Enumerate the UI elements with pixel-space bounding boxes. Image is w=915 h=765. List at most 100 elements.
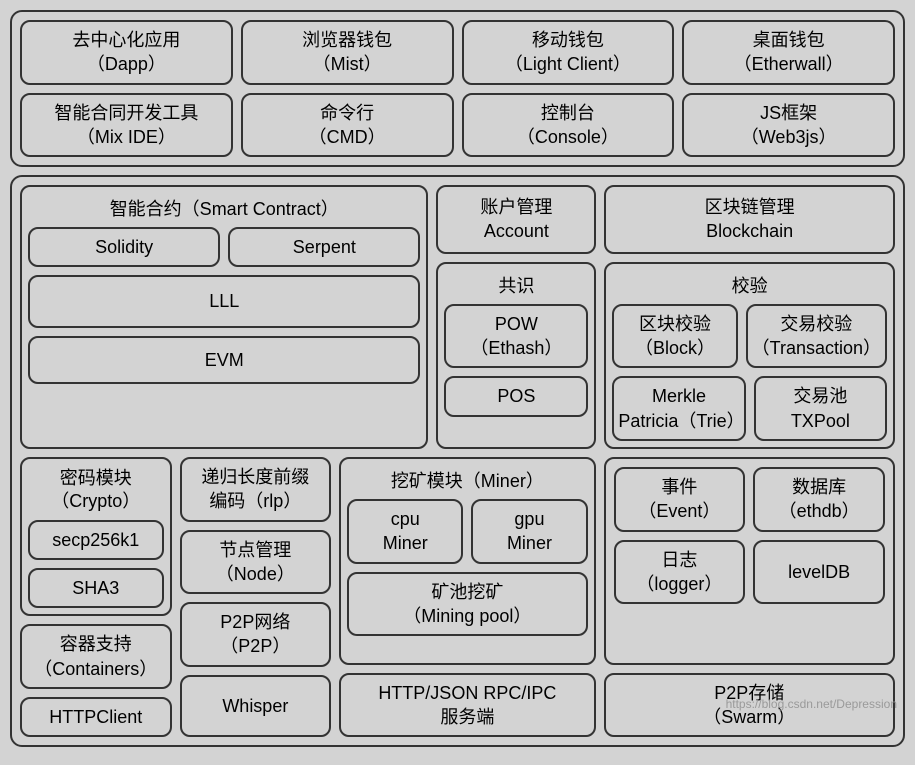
containers-box: 容器支持（Containers） bbox=[20, 624, 172, 689]
etherwall-en: （Etherwall） bbox=[734, 52, 844, 76]
top-row-1: 去中心化应用（Dapp） 浏览器钱包（Mist） 移动钱包（Light Clie… bbox=[20, 20, 895, 85]
leveldb-label: levelDB bbox=[788, 560, 850, 584]
gpuminer-l1: gpu bbox=[514, 507, 544, 531]
top-panel: 去中心化应用（Dapp） 浏览器钱包（Mist） 移动钱包（Light Clie… bbox=[10, 10, 905, 167]
consensus-group: 共识 POW（Ethash） POS bbox=[436, 262, 596, 449]
serpent-box: Serpent bbox=[228, 227, 420, 267]
containers-zh: 容器支持 bbox=[60, 632, 132, 656]
miningpool-zh: 矿池挖矿 bbox=[431, 580, 503, 604]
txpool-box: 交易池TXPool bbox=[754, 376, 887, 441]
account-zh: 账户管理 bbox=[480, 195, 552, 219]
miningpool-en: （Mining pool） bbox=[403, 604, 531, 628]
console-zh: 控制台 bbox=[541, 101, 595, 125]
lightclient-box: 移动钱包（Light Client） bbox=[462, 20, 675, 85]
rlp-zh: 递归长度前缀 bbox=[201, 465, 309, 489]
miner-title: 挖矿模块（Miner） bbox=[347, 467, 587, 493]
httpclient-box: HTTPClient bbox=[20, 697, 172, 737]
rpc-l1: HTTP/JSON RPC/IPC bbox=[378, 681, 556, 705]
col-b2: 递归长度前缀编码（rlp） 节点管理（Node） P2P网络（P2P） Whis… bbox=[180, 457, 332, 737]
txpool-zh: 交易池 bbox=[793, 384, 847, 408]
col-b3: 挖矿模块（Miner） cpuMiner gpuMiner 矿池挖矿（Minin… bbox=[339, 457, 595, 737]
cpuminer-l1: cpu bbox=[391, 507, 420, 531]
p2p-en: （P2P） bbox=[220, 634, 290, 658]
cpuminer-box: cpuMiner bbox=[347, 499, 463, 564]
miningpool-box: 矿池挖矿（Mining pool） bbox=[347, 572, 587, 637]
smartcontract-group: 智能合约（Smart Contract） Solidity Serpent LL… bbox=[20, 185, 428, 449]
dapp-en: （Dapp） bbox=[87, 52, 166, 76]
block-verify-en: （Block） bbox=[635, 336, 715, 360]
tx-verify-en: （Transaction） bbox=[752, 336, 881, 360]
crypto-title-zh: 密码模块 bbox=[60, 468, 132, 488]
mid-a-col: 账户管理Account 共识 POW（Ethash） POS bbox=[436, 185, 596, 449]
pos-box: POS bbox=[444, 376, 588, 416]
pos-label: POS bbox=[497, 384, 535, 408]
mixide-zh: 智能合同开发工具 bbox=[54, 101, 198, 125]
block-verify-zh: 区块校验 bbox=[639, 312, 711, 336]
evm-box: EVM bbox=[28, 336, 420, 384]
console-box: 控制台（Console） bbox=[462, 93, 675, 158]
blockchain-zh: 区块链管理 bbox=[705, 195, 795, 219]
solidity-label: Solidity bbox=[95, 235, 153, 259]
console-en: （Console） bbox=[517, 125, 619, 149]
ethdb-en: （ethdb） bbox=[779, 499, 860, 523]
left-b-col: 密码模块 （Crypto） secp256k1 SHA3 容器支持（Contain… bbox=[20, 457, 172, 737]
web3js-zh: JS框架 bbox=[760, 101, 817, 125]
merkle-l1: Merkle bbox=[652, 384, 706, 408]
rlp-box: 递归长度前缀编码（rlp） bbox=[180, 457, 332, 522]
verify-group: 校验 区块校验（Block） 交易校验（Transaction） MerkleP… bbox=[604, 262, 895, 449]
crypto-group: 密码模块 （Crypto） secp256k1 SHA3 bbox=[20, 457, 172, 616]
mist-box: 浏览器钱包（Mist） bbox=[241, 20, 454, 85]
lightclient-en: （Light Client） bbox=[505, 52, 631, 76]
row-b: 密码模块 （Crypto） secp256k1 SHA3 容器支持（Contain… bbox=[20, 457, 895, 737]
sha3-label: SHA3 bbox=[72, 576, 119, 600]
cpuminer-l2: Miner bbox=[383, 531, 428, 555]
lightclient-zh: 移动钱包 bbox=[532, 28, 604, 52]
ethdb-zh: 数据库 bbox=[792, 475, 846, 499]
solidity-box: Solidity bbox=[28, 227, 220, 267]
smartcontract-title: 智能合约（Smart Contract） bbox=[28, 195, 420, 221]
blockchain-box: 区块链管理Blockchain bbox=[604, 185, 895, 254]
event-zh: 事件 bbox=[661, 475, 697, 499]
pow-zh: POW bbox=[495, 312, 538, 336]
rpc-box: HTTP/JSON RPC/IPC服务端 bbox=[339, 673, 595, 738]
p2p-box: P2P网络（P2P） bbox=[180, 602, 332, 667]
logger-en: （logger） bbox=[636, 572, 722, 596]
watermark-text: https://blog.csdn.net/Depression bbox=[726, 697, 897, 711]
cmd-en: （CMD） bbox=[309, 125, 386, 149]
consensus-title: 共识 bbox=[444, 272, 588, 298]
row-a: 智能合约（Smart Contract） Solidity Serpent LL… bbox=[20, 185, 895, 449]
col-b4: 事件（Event） 数据库（ethdb） 日志（logger） levelDB … bbox=[604, 457, 895, 737]
logger-box: 日志（logger） bbox=[614, 540, 746, 605]
node-zh: 节点管理 bbox=[219, 538, 291, 562]
whisper-label: Whisper bbox=[222, 694, 288, 718]
node-en: （Node） bbox=[216, 562, 295, 586]
block-verify-box: 区块校验（Block） bbox=[612, 304, 737, 369]
node-box: 节点管理（Node） bbox=[180, 530, 332, 595]
account-en: Account bbox=[484, 219, 549, 243]
p2p-zh: P2P网络 bbox=[220, 610, 290, 634]
lll-label: LLL bbox=[209, 289, 239, 313]
rpc-l2: 服务端 bbox=[440, 705, 494, 729]
right-a-col: 区块链管理Blockchain 校验 区块校验（Block） 交易校验（Tran… bbox=[604, 185, 895, 449]
evm-label: EVM bbox=[205, 348, 244, 372]
mist-zh: 浏览器钱包 bbox=[302, 28, 392, 52]
event-en: （Event） bbox=[638, 499, 720, 523]
dapp-box: 去中心化应用（Dapp） bbox=[20, 20, 233, 85]
sha3-box: SHA3 bbox=[28, 568, 164, 608]
merkle-box: MerklePatricia（Trie） bbox=[612, 376, 745, 441]
mixide-en: （Mix IDE） bbox=[77, 125, 176, 149]
leveldb-box: levelDB bbox=[753, 540, 885, 605]
etherwall-zh: 桌面钱包 bbox=[753, 28, 825, 52]
top-row-2: 智能合同开发工具（Mix IDE） 命令行（CMD） 控制台（Console） … bbox=[20, 93, 895, 158]
tx-verify-box: 交易校验（Transaction） bbox=[746, 304, 887, 369]
dapp-zh: 去中心化应用 bbox=[72, 28, 180, 52]
gpuminer-box: gpuMiner bbox=[471, 499, 587, 564]
bottom-panel: 智能合约（Smart Contract） Solidity Serpent LL… bbox=[10, 175, 905, 747]
pow-en: （Ethash） bbox=[470, 336, 562, 360]
event-box: 事件（Event） bbox=[614, 467, 746, 532]
secp-label: secp256k1 bbox=[52, 528, 139, 552]
crypto-title-en: （Crypto） bbox=[51, 491, 140, 511]
serpent-label: Serpent bbox=[293, 235, 356, 259]
web3js-en: （Web3js） bbox=[741, 125, 837, 149]
mixide-box: 智能合同开发工具（Mix IDE） bbox=[20, 93, 233, 158]
